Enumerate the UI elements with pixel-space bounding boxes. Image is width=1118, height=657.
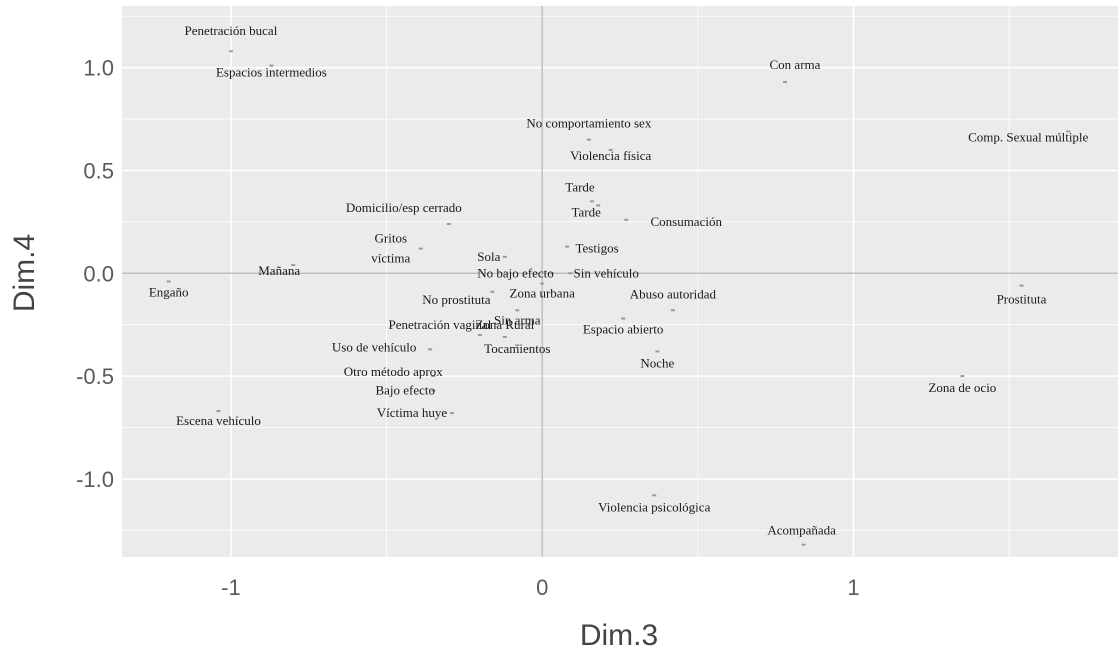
point-label: Zona de ocio	[928, 380, 996, 395]
scatter-point	[228, 50, 233, 53]
x-tick-label: -1	[221, 575, 241, 600]
scatter-point	[960, 375, 965, 378]
point-label: Acompañada	[767, 523, 836, 538]
point-label: Sin vehículo	[574, 265, 639, 280]
point-label: Espacios intermedios	[216, 65, 327, 80]
point-label: Comp. Sexual múltiple	[968, 129, 1088, 144]
scatter-point	[589, 200, 594, 203]
scatter-point	[502, 336, 507, 339]
scatter-point	[608, 148, 613, 151]
scatter-point	[431, 375, 436, 378]
x-tick-label: 1	[847, 575, 859, 600]
point-label: Con arma	[770, 57, 821, 72]
scatter-point	[1066, 130, 1071, 133]
reference-lines	[122, 6, 1118, 557]
y-tick-label: -1.0	[76, 467, 114, 492]
point-label: Penetración bucal	[185, 23, 278, 38]
scatter-point	[596, 204, 601, 207]
point-label: Escena vehículo	[176, 413, 261, 428]
plot-panel	[122, 6, 1118, 557]
point-label: Abuso autoridad	[630, 286, 717, 301]
scatter-point	[1019, 284, 1024, 287]
scatter-point	[166, 280, 171, 283]
scatter-point	[782, 81, 787, 84]
point-label: Zona Rural	[475, 317, 534, 332]
point-label: Tarde	[565, 179, 595, 194]
scatter-point	[655, 350, 660, 353]
scatter-point	[449, 412, 454, 415]
scatter-point	[477, 333, 482, 336]
point-label: No comportamiento sex	[526, 116, 651, 131]
scatter-point	[502, 255, 507, 258]
point-label: Violencia física	[570, 148, 651, 163]
scatter-point	[565, 245, 570, 248]
y-tick-label: 0.0	[83, 261, 114, 286]
scatter-point	[490, 290, 495, 293]
point-label: Víctima huye	[377, 405, 448, 420]
scatter-point	[216, 410, 221, 413]
y-tick-label: -0.5	[76, 364, 114, 389]
scatter-point	[549, 272, 554, 275]
scatter-point	[568, 272, 573, 275]
y-axis-title: Dim.4	[8, 234, 41, 312]
scatter-point	[621, 317, 626, 320]
point-label: Otro método aprox	[344, 364, 443, 379]
x-tick-label: 0	[536, 575, 548, 600]
scatter-point	[540, 282, 545, 285]
point-label: Testigos	[576, 241, 619, 256]
scatter-point	[652, 494, 657, 497]
point-label: Tocamientos	[484, 341, 550, 356]
point-labels-layer: Penetración bucal Espacios intermedios Con…	[149, 23, 1089, 537]
point-label: Bajo efecto	[375, 382, 435, 397]
scatter-point	[428, 348, 433, 351]
point-label: Consumación	[650, 214, 722, 229]
scatter-point	[670, 309, 675, 312]
x-axis-title: Dim.3	[580, 619, 658, 652]
point-label: Tarde	[572, 204, 602, 219]
point-label: Engaño	[149, 285, 189, 300]
scatter-point	[291, 264, 296, 267]
scatter-point	[418, 247, 423, 250]
point-label: Sin arma	[494, 312, 541, 327]
scatter-point	[269, 64, 274, 67]
scatter-point	[446, 222, 451, 225]
scatter-point	[801, 543, 806, 546]
scatter-point	[431, 389, 436, 392]
point-label: Noche	[640, 355, 674, 370]
point-label: Sola	[477, 249, 500, 264]
point-label: No prostituta	[422, 292, 490, 307]
point-label: Penetración vaginal	[388, 317, 491, 332]
scatter-point	[515, 344, 520, 347]
y-tick-label: 0.5	[83, 158, 114, 183]
points-layer	[166, 50, 1071, 546]
scatter-point	[624, 218, 629, 221]
scatter-point	[586, 138, 591, 141]
point-label: Uso de vehículo	[332, 339, 416, 354]
point-label: Gritos víctima	[371, 231, 410, 266]
point-label: Espacio abierto	[583, 322, 664, 337]
point-label: Violencia psicológica	[598, 499, 710, 514]
point-label: Zona urbana	[510, 286, 576, 301]
y-tick-label: 1.0	[83, 56, 114, 81]
tick-labels: -1 0 1 -1.0 -0.5 0.0 0.5 1.0	[76, 56, 859, 600]
point-label: Prostituta	[997, 292, 1047, 307]
scatter-point	[515, 309, 520, 312]
point-label: Domicilio/esp cerrado	[346, 200, 462, 215]
point-label: No bajo efecto	[477, 265, 554, 280]
point-label: Mañana	[258, 263, 300, 278]
